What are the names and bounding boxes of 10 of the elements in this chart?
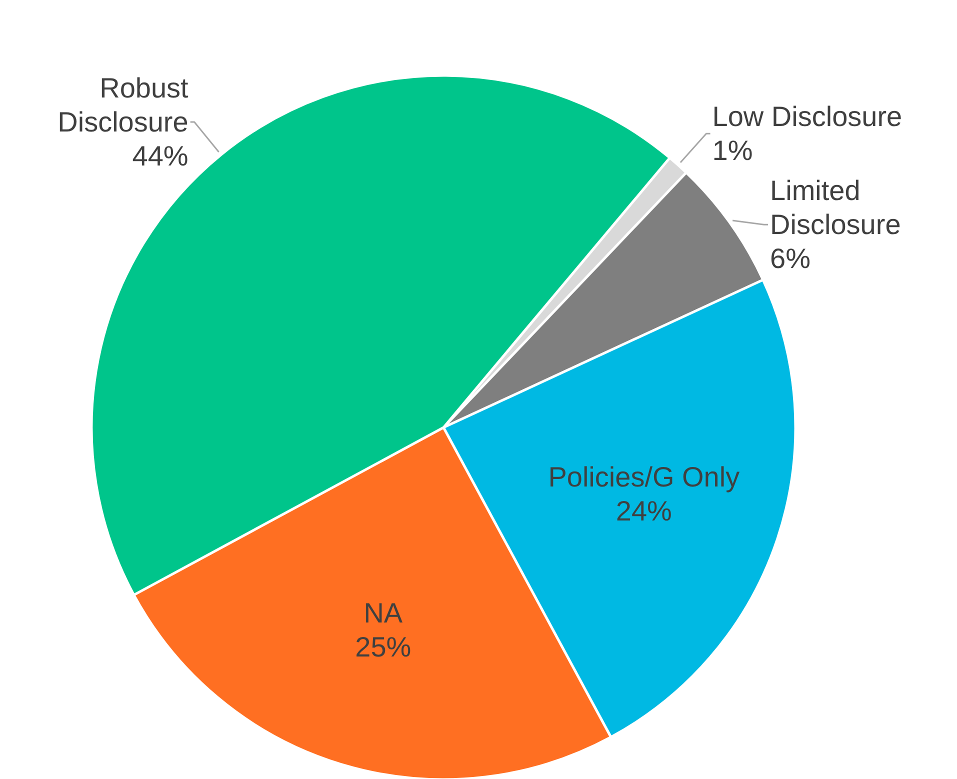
- slice-label: Policies/G Only: [548, 462, 740, 493]
- data-label: 1%: [712, 135, 753, 166]
- slice-label: Robust Disclosure: [58, 72, 189, 138]
- data-label: 24%: [616, 496, 672, 527]
- slice-label: Limited Disclosure: [770, 175, 901, 240]
- data-label: 6%: [770, 243, 811, 274]
- data-label: 25%: [355, 631, 412, 662]
- data-label: 44%: [132, 140, 188, 172]
- slice-label: NA: [364, 597, 403, 628]
- slice-label: Low Disclosure: [712, 101, 902, 132]
